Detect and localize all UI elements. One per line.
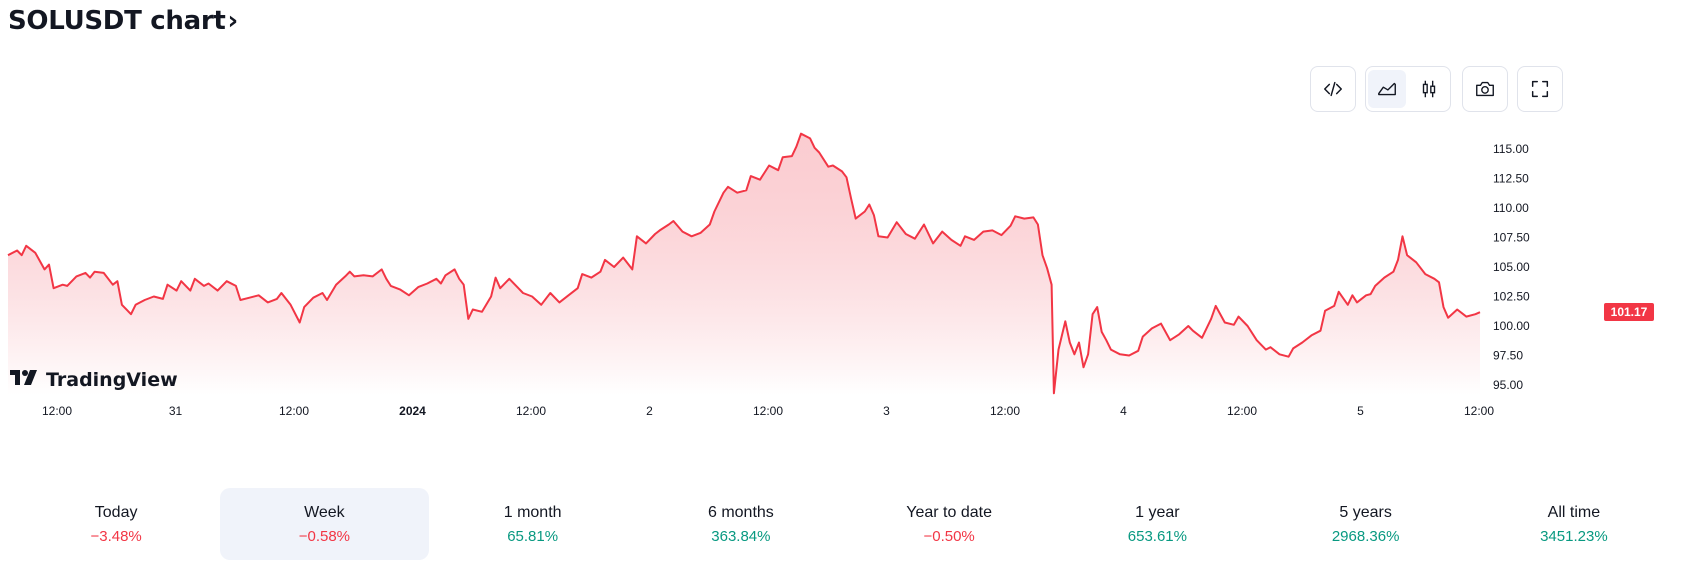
snapshot-group: [1462, 66, 1508, 112]
fullscreen-button[interactable]: [1520, 70, 1560, 108]
period-change-value: 2968.36%: [1331, 527, 1400, 545]
period-change-value: −0.50%: [923, 527, 975, 545]
chart-title-link[interactable]: SOLUSDT chart ›: [8, 6, 238, 36]
x-tick-label: 12:00: [1464, 404, 1494, 418]
x-tick-label: 12:00: [1227, 404, 1257, 418]
y-tick-label: 107.50: [1493, 231, 1530, 245]
period-label: 1 month: [503, 503, 562, 521]
tradingview-wordmark: TradingView: [46, 368, 178, 391]
x-tick-label: 12:00: [516, 404, 546, 418]
embed-button[interactable]: [1313, 70, 1353, 108]
period-change-value: 3451.23%: [1540, 527, 1608, 545]
price-chart[interactable]: 115.00 112.50 110.00 107.50 105.00 102.50 100.…: [0, 120, 1690, 430]
area-chart-icon: [1378, 82, 1396, 96]
period-change-value: 363.84%: [711, 527, 771, 545]
y-tick-label: 112.50: [1493, 172, 1529, 186]
price-line: [7, 132, 1481, 395]
y-tick-label: 110.00: [1493, 201, 1529, 215]
y-tick-label: 100.00: [1493, 319, 1530, 333]
x-tick-label: 31: [169, 404, 183, 418]
x-tick-label: 4: [1120, 404, 1127, 418]
period-label: 6 months: [707, 503, 774, 521]
last-price-label: 101.17: [1604, 303, 1654, 322]
y-tick-label: 115.00: [1493, 142, 1529, 156]
candlestick-chart-button[interactable]: [1410, 70, 1448, 108]
x-tick-label: 2: [646, 404, 653, 418]
snapshot-button[interactable]: [1465, 70, 1505, 108]
tradingview-logo[interactable]: TradingView: [10, 368, 178, 391]
fullscreen-group: [1517, 66, 1563, 112]
period-change-value: 65.81%: [507, 527, 559, 545]
candlestick-icon: [1422, 80, 1436, 98]
x-tick-label: 5: [1357, 404, 1364, 418]
period-label: Year to date: [906, 503, 992, 521]
x-tick-label: 12:00: [753, 404, 783, 418]
x-tick-label: 12:00: [279, 404, 309, 418]
chart-style-group: [1365, 66, 1451, 112]
period-tab-year-to-date[interactable]: Year to date −0.50%: [845, 488, 1053, 560]
y-tick-label: 105.00: [1493, 260, 1530, 274]
x-tick-label: 12:00: [990, 404, 1020, 418]
x-tick-label: 3: [883, 404, 890, 418]
y-tick-label: 102.50: [1493, 290, 1530, 304]
period-tab-5-years[interactable]: 5 years 2968.36%: [1262, 488, 1470, 560]
fullscreen-icon: [1531, 80, 1549, 98]
y-tick-label: 95.00: [1493, 378, 1523, 392]
period-tab-week[interactable]: Week −0.58%: [220, 488, 429, 560]
chevron-right-icon: ›: [227, 6, 239, 36]
camera-icon: [1476, 81, 1494, 97]
period-label: Week: [304, 503, 345, 521]
period-tab-today[interactable]: Today −3.48%: [12, 488, 220, 560]
embed-toolbar-group: [1310, 66, 1356, 112]
period-change-value: 653.61%: [1127, 527, 1187, 545]
period-performance-row: Today −3.48% Week −0.58% 1 month 65.81% 6 mont…: [12, 488, 1678, 560]
period-change-value: −0.58%: [298, 527, 351, 545]
y-tick-label: 97.50: [1493, 349, 1523, 363]
x-tick-label: 2024: [399, 404, 426, 418]
period-label: All time: [1547, 503, 1601, 521]
period-change-value: −3.48%: [90, 527, 142, 545]
area-chart-button[interactable]: [1368, 70, 1406, 108]
period-tab-6-months[interactable]: 6 months 363.84%: [637, 488, 845, 560]
period-label: 5 years: [1339, 503, 1392, 521]
tradingview-mark-icon: [10, 368, 40, 391]
period-label: 1 year: [1135, 503, 1180, 521]
price-area-fill: [8, 133, 1480, 395]
period-tab-all-time[interactable]: All time 3451.23%: [1470, 488, 1678, 560]
chart-title: SOLUSDT chart: [8, 6, 226, 36]
period-tab-1-year[interactable]: 1 year 653.61%: [1053, 488, 1261, 560]
code-icon: [1324, 81, 1342, 97]
period-tab-1-month[interactable]: 1 month 65.81%: [429, 488, 637, 560]
x-tick-label: 12:00: [42, 404, 72, 418]
period-label: Today: [94, 503, 138, 521]
